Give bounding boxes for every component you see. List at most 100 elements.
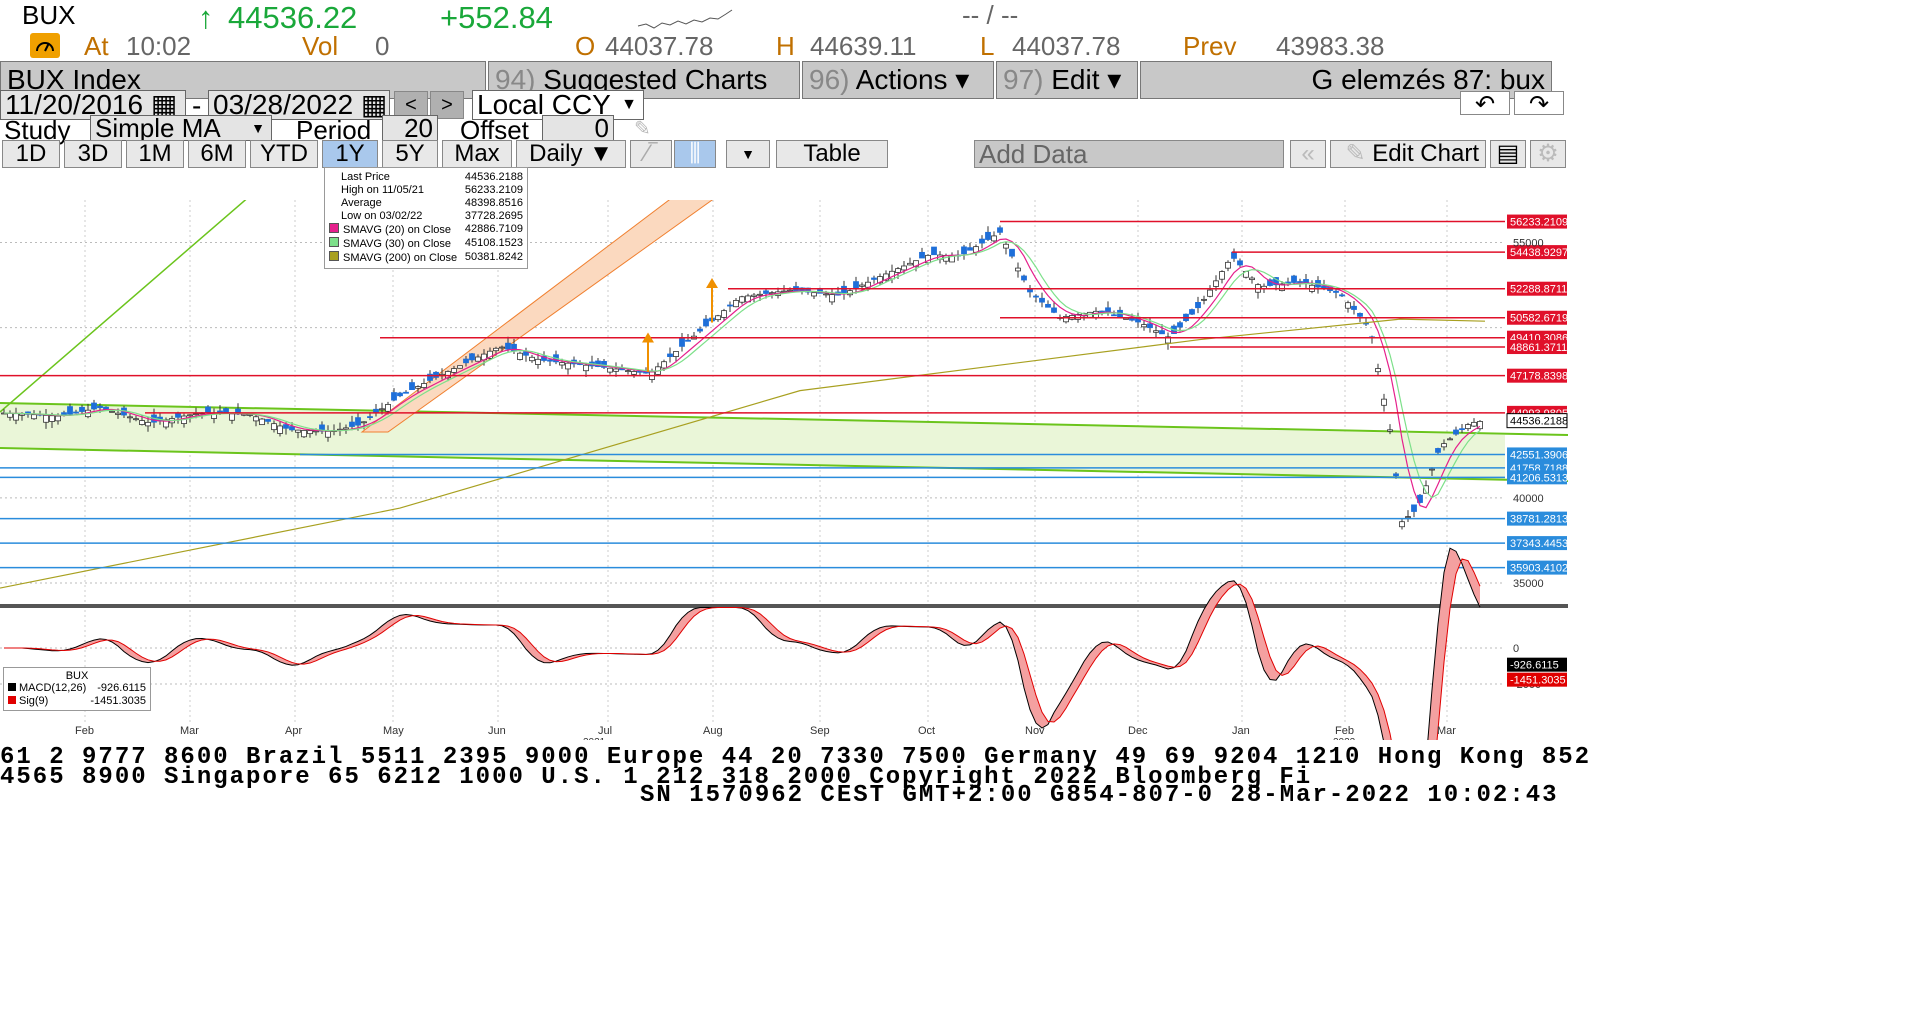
range-1y-button[interactable]: 1Y [322, 140, 378, 168]
candle-body [1213, 280, 1219, 287]
gear-icon[interactable]: ⚙ [1530, 140, 1566, 168]
candle-body [469, 353, 475, 361]
candle-body [1441, 443, 1447, 448]
candle-body [109, 410, 115, 413]
year-label: 2021 [583, 737, 606, 740]
candle-body [499, 346, 505, 349]
candle-body [1003, 243, 1009, 249]
candle-body [1189, 309, 1195, 315]
candle-body [1435, 448, 1441, 453]
candle-body [787, 289, 793, 292]
at-label: At [84, 31, 109, 61]
chart-type-dropdown[interactable]: ▼ [726, 140, 770, 168]
line-chart-icon[interactable]: ⁄‾ [630, 140, 672, 168]
high-value: 44639.11 [810, 31, 917, 61]
actions-menu[interactable]: 96) Actions ▾ [802, 61, 994, 99]
candle-body [841, 285, 847, 294]
pencil-icon: ✎ [1345, 140, 1373, 167]
candle-body [751, 294, 757, 297]
candle-body [463, 358, 469, 364]
add-data-input[interactable]: Add Data [974, 140, 1284, 168]
candle-body [1393, 473, 1399, 477]
edit-chart-button[interactable]: ✎ Edit Chart [1330, 140, 1486, 168]
candle-body [127, 416, 133, 419]
currency-select[interactable]: Local CCY ▼ [472, 90, 644, 120]
candle-body [301, 429, 307, 438]
study-select[interactable]: Simple MA ▼ [90, 115, 272, 141]
edit-menu[interactable]: 97) Edit ▾ [996, 61, 1138, 99]
candle-body [811, 292, 817, 297]
legend-label: SMAVG (30) on Close [329, 237, 451, 251]
collapse-icon[interactable]: « [1290, 140, 1326, 168]
candle-body [1249, 277, 1255, 281]
macd-histogram-fill [4, 548, 1480, 740]
redo-icon[interactable]: ↷ [1514, 91, 1564, 118]
candle-body [1075, 313, 1081, 320]
candle-body [607, 367, 613, 373]
level-label-bg [1507, 536, 1567, 551]
candle-body [433, 371, 439, 378]
candle-body [367, 416, 373, 419]
macd-legend-title: BUX [65, 670, 89, 682]
offset-input[interactable]: 0 [542, 115, 614, 141]
frequency-select[interactable]: Daily ▼ [516, 140, 626, 168]
calendar-icon[interactable]: ▦ [360, 89, 388, 120]
candle-body [397, 392, 403, 397]
undo-icon[interactable]: ↶ [1460, 91, 1510, 118]
range-1m-button[interactable]: 1M [126, 140, 184, 168]
level-label-bg [1507, 310, 1567, 325]
candle-body [139, 420, 145, 425]
candle-body [733, 300, 739, 308]
range-3d-button[interactable]: 3D [64, 140, 122, 168]
level-label: 48861.3711 [1510, 342, 1567, 354]
candle-body [451, 368, 457, 373]
range-max-button[interactable]: Max [442, 140, 512, 168]
candle-body [1351, 305, 1357, 310]
candle-body [685, 339, 691, 342]
candle-body [355, 417, 361, 426]
period-input[interactable]: 20 [382, 115, 438, 141]
candle-body [1147, 323, 1153, 329]
candle-body [1207, 289, 1213, 297]
range-1d-button[interactable]: 1D [2, 140, 60, 168]
legend-row: Average 48398.8516 [329, 197, 523, 210]
table-button[interactable]: Table [776, 140, 888, 168]
range-5y-button[interactable]: 5Y [382, 140, 438, 168]
x-tick-label: Jul [598, 725, 612, 737]
candle-body [1159, 330, 1165, 335]
x-tick-label: Mar [180, 725, 199, 737]
candle-body [415, 386, 421, 389]
trend-line-upper [0, 402, 1568, 436]
candle-body [1165, 336, 1171, 344]
candle-body [1051, 307, 1057, 313]
candle-body [1345, 302, 1351, 309]
net-change: +552.84 [440, 0, 553, 35]
calendar-icon[interactable]: ▦ [150, 89, 178, 120]
candle-body [961, 246, 967, 255]
level-label-bg [1507, 560, 1567, 575]
candle-body [547, 359, 553, 362]
next-period-button[interactable]: > [430, 91, 464, 119]
candle-body [1237, 260, 1243, 266]
candle-body [853, 281, 859, 289]
candle-body [91, 402, 97, 410]
candle-body [583, 364, 589, 372]
candle-body [1021, 275, 1027, 281]
candle-body [1063, 316, 1069, 323]
pencil-icon[interactable]: ✎ [634, 118, 651, 140]
range-ytd-button[interactable]: YTD [250, 140, 318, 168]
chart-settings-icon[interactable]: ▤ [1490, 140, 1526, 168]
prev-period-button[interactable]: < [394, 91, 428, 119]
channel-fill [0, 403, 1505, 481]
candle-chart-icon[interactable]: ⫼ [674, 140, 716, 168]
legend-row: SMAVG (30) on Close 45108.1523 [329, 237, 523, 251]
candle-body [1225, 261, 1231, 269]
candle-body [1405, 516, 1411, 518]
suggested-charts-button[interactable]: 94) Suggested Charts [488, 61, 800, 99]
candle-body [43, 414, 49, 423]
level-label-bg [1507, 214, 1567, 229]
range-6m-button[interactable]: 6M [188, 140, 246, 168]
macd-legend: BUX MACD(12,26) -926.6115 Sig(9) -1451.3035 [3, 667, 151, 711]
legend-value: 48398.8516 [464, 197, 523, 209]
price-chart: 56233.2109 54438.9297 52288.8711 50582.6719… [0, 200, 1568, 740]
